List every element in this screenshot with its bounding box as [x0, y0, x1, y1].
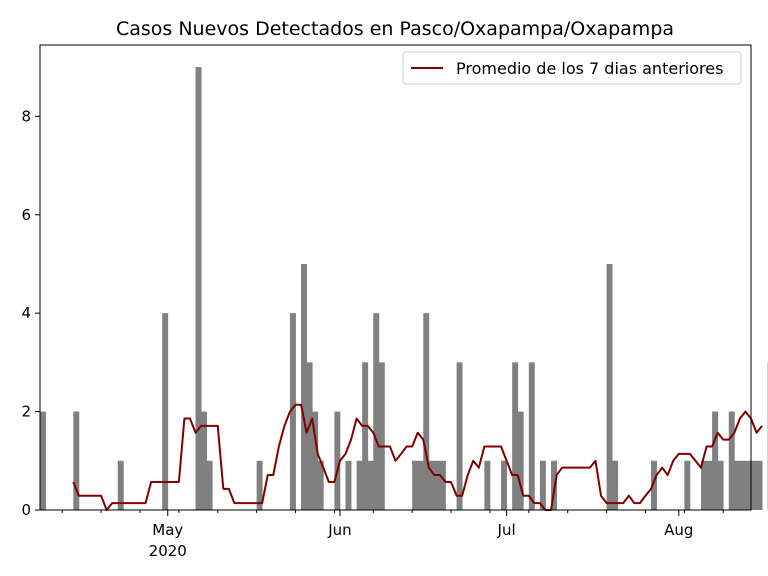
x-axis-ticks: May 2020 Jun Jul Aug [61, 510, 724, 560]
bar [312, 411, 319, 510]
bar [40, 411, 46, 510]
bar [256, 460, 263, 510]
bar [612, 460, 619, 510]
bar [367, 460, 374, 510]
bar [412, 460, 419, 510]
bar [345, 460, 352, 510]
bar [717, 460, 724, 510]
bar [356, 460, 363, 510]
bar [434, 460, 441, 510]
bar [334, 411, 341, 510]
bar [539, 460, 546, 510]
x-tick-label: Jun [327, 521, 351, 539]
x-tick-label: Jul [497, 521, 516, 539]
y-tick-label: 2 [21, 403, 31, 421]
bar [651, 460, 657, 510]
bar [195, 67, 202, 510]
bar [362, 362, 369, 510]
bar [162, 313, 169, 510]
bar [712, 411, 719, 510]
legend-box [402, 51, 742, 85]
bar [734, 460, 741, 510]
average-line-series [72, 403, 763, 511]
bar [423, 313, 430, 510]
axes [39, 44, 752, 511]
bar-series [40, 67, 768, 510]
y-tick-label: 0 [21, 501, 31, 519]
bar [456, 362, 463, 510]
bar [701, 460, 707, 510]
y-tick-label: 6 [21, 206, 31, 224]
legend: Promedio de los 7 dias anteriores [402, 51, 742, 85]
bar [528, 362, 535, 510]
bar [501, 460, 507, 510]
bar [417, 460, 424, 510]
bar [73, 411, 80, 510]
bar [745, 460, 752, 510]
bar [317, 460, 324, 510]
bar [512, 362, 519, 510]
x-tick-label: May [152, 521, 183, 539]
bar [706, 460, 713, 510]
bar [517, 411, 524, 510]
bar [201, 411, 208, 510]
bar [301, 263, 308, 510]
bar [756, 460, 763, 510]
bar [606, 263, 613, 510]
x-tick-sublabel: 2020 [149, 542, 187, 560]
bar [684, 460, 691, 510]
x-tick-label: Aug [664, 521, 693, 539]
bar [378, 362, 385, 510]
legend-label: Promedio de los 7 dias anteriores [456, 59, 723, 78]
y-axis-ticks: 0 2 4 6 8 [21, 107, 40, 519]
y-tick-label: 8 [21, 107, 31, 125]
bar [739, 460, 746, 510]
bar [306, 362, 313, 510]
bar [439, 460, 446, 510]
bar [484, 460, 491, 510]
bar [751, 460, 757, 510]
bar [728, 411, 735, 510]
bar [289, 313, 296, 510]
bar [117, 460, 124, 510]
y-tick-label: 4 [21, 304, 31, 322]
bar [428, 460, 435, 510]
average-line [72, 403, 763, 511]
chart-title: Casos Nuevos Detectados en Pasco/Oxapamp… [116, 18, 674, 40]
bar [206, 460, 213, 510]
bar [373, 313, 380, 510]
plot-frame [39, 44, 752, 511]
